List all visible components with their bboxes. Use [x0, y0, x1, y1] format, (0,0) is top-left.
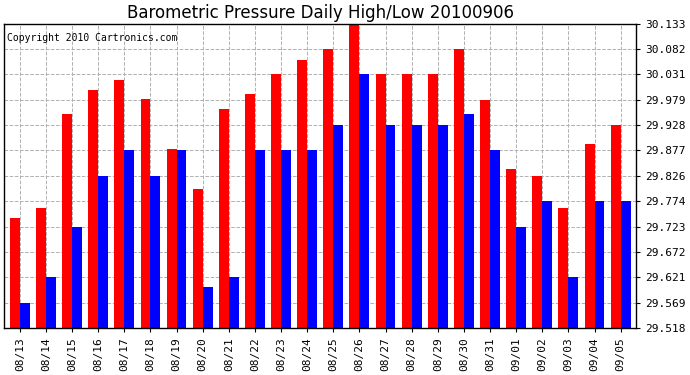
Bar: [141, 99, 150, 328]
Bar: [88, 90, 98, 328]
Bar: [245, 94, 255, 328]
Bar: [177, 150, 186, 328]
Bar: [412, 125, 422, 328]
Bar: [428, 74, 437, 328]
Bar: [620, 201, 631, 328]
Bar: [271, 74, 281, 328]
Bar: [46, 277, 56, 328]
Bar: [115, 80, 124, 328]
Bar: [350, 24, 359, 328]
Bar: [229, 277, 239, 328]
Bar: [219, 110, 229, 328]
Bar: [307, 150, 317, 328]
Bar: [464, 114, 474, 328]
Bar: [375, 74, 386, 328]
Bar: [542, 201, 552, 328]
Bar: [386, 125, 395, 328]
Bar: [36, 208, 46, 328]
Bar: [490, 150, 500, 328]
Bar: [506, 169, 516, 328]
Bar: [281, 150, 291, 328]
Bar: [569, 277, 578, 328]
Bar: [359, 74, 369, 328]
Bar: [516, 226, 526, 328]
Bar: [333, 125, 343, 328]
Bar: [297, 60, 307, 328]
Bar: [558, 208, 569, 328]
Bar: [255, 150, 265, 328]
Bar: [402, 74, 412, 328]
Bar: [62, 114, 72, 328]
Bar: [72, 226, 82, 328]
Bar: [203, 288, 213, 328]
Bar: [437, 125, 448, 328]
Bar: [124, 150, 135, 328]
Bar: [98, 176, 108, 328]
Bar: [584, 144, 595, 328]
Title: Barometric Pressure Daily High/Low 20100906: Barometric Pressure Daily High/Low 20100…: [127, 4, 514, 22]
Bar: [10, 218, 20, 328]
Bar: [595, 201, 604, 328]
Bar: [611, 125, 620, 328]
Bar: [324, 49, 333, 328]
Bar: [150, 176, 160, 328]
Bar: [20, 303, 30, 328]
Bar: [480, 100, 490, 328]
Bar: [193, 189, 203, 328]
Text: Copyright 2010 Cartronics.com: Copyright 2010 Cartronics.com: [8, 33, 178, 43]
Bar: [533, 176, 542, 328]
Bar: [167, 149, 177, 328]
Bar: [454, 49, 464, 328]
